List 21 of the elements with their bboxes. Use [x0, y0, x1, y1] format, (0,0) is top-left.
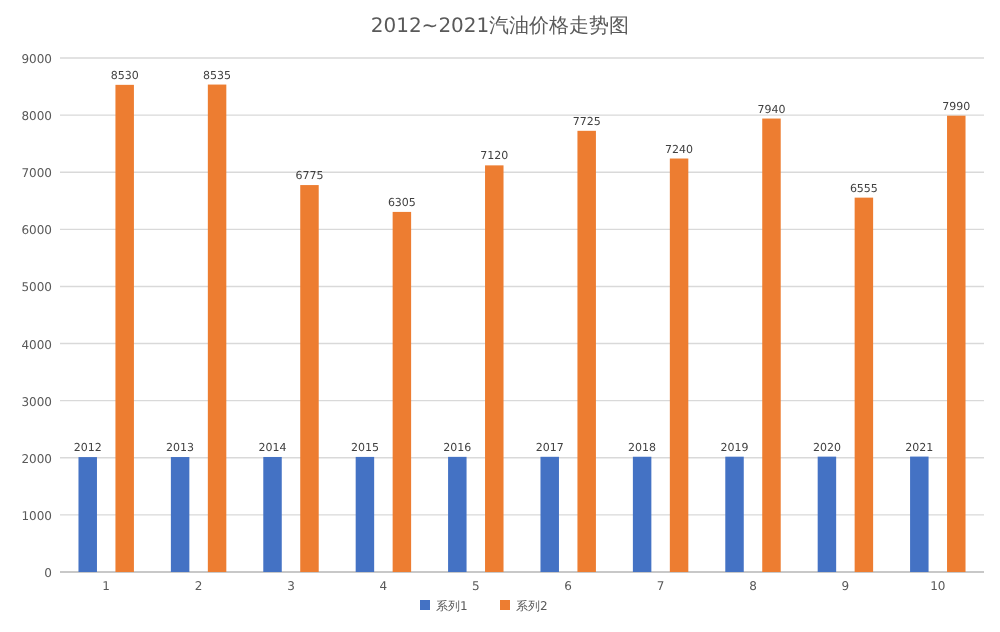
bar: [115, 84, 134, 572]
bar: [854, 197, 874, 572]
bar: [910, 456, 929, 572]
bar: [392, 211, 412, 572]
bar: [817, 456, 837, 572]
bar: [577, 130, 596, 572]
bar: [540, 456, 559, 572]
bar: [263, 456, 282, 572]
bar: [207, 84, 227, 572]
bar: [448, 456, 467, 572]
bar: [170, 457, 190, 572]
bar: [355, 456, 375, 572]
chart-title: 2012~2021汽油价格走势图: [370, 14, 630, 38]
bar: [669, 158, 689, 572]
bar: [762, 118, 781, 572]
bar: [300, 185, 319, 572]
bar: [78, 457, 97, 572]
bar: [485, 165, 504, 572]
bar: [947, 115, 966, 572]
bar: [632, 456, 652, 572]
bar: [725, 456, 744, 572]
